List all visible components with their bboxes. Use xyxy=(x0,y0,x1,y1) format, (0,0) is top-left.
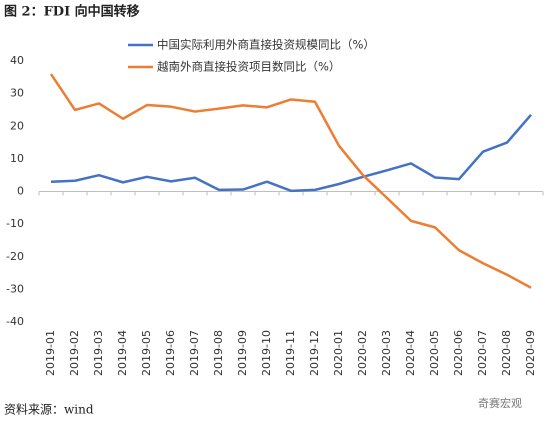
legend-label: 越南外商直接投资项目数同比（%） xyxy=(157,60,340,74)
x-tick-label: 2019-03 xyxy=(92,330,105,376)
y-tick-label: 0 xyxy=(17,185,24,198)
x-tick-label: 2019-10 xyxy=(260,330,273,376)
x-tick-label: 2019-11 xyxy=(284,330,297,376)
chart-title: 图 2：FDI 向中国转移 xyxy=(4,4,140,20)
y-tick-label: 20 xyxy=(10,119,24,132)
x-tick-label: 2020-05 xyxy=(428,330,441,376)
y-tick-label: 30 xyxy=(10,87,24,100)
x-tick-label: 2019-04 xyxy=(116,330,129,376)
y-tick-label: -30 xyxy=(6,282,24,295)
y-tick-label: 10 xyxy=(10,152,24,165)
x-tick-label: 2020-03 xyxy=(380,330,393,376)
x-tick-label: 2019-02 xyxy=(68,330,81,376)
x-tick-label: 2019-07 xyxy=(188,330,201,376)
y-tick-label: 40 xyxy=(10,54,24,67)
y-tick-label: -20 xyxy=(6,250,24,263)
y-tick-label: -40 xyxy=(6,315,24,328)
series-line xyxy=(49,73,532,289)
x-tick-label: 2020-02 xyxy=(356,330,369,376)
x-tick-label: 2020-09 xyxy=(524,330,537,376)
x-tick-label: 2020-06 xyxy=(452,330,465,376)
x-tick-label: 2019-06 xyxy=(164,330,177,376)
x-tick-label: 2019-12 xyxy=(308,330,321,376)
x-tick-label: 2019-05 xyxy=(140,330,153,376)
x-tick-label: 2020-08 xyxy=(500,330,513,376)
source: 资料来源：wind xyxy=(4,403,94,417)
x-tick-label: 2020-07 xyxy=(476,330,489,376)
watermark: 奇赛宏观 xyxy=(478,396,522,410)
x-tick-label: 2020-01 xyxy=(332,330,345,376)
legend-label: 中国实际利用外商直接投资规模同比（%） xyxy=(157,38,375,52)
y-tick-label: -10 xyxy=(6,217,24,230)
series-line xyxy=(50,114,532,193)
x-tick-label: 2019-08 xyxy=(212,330,225,376)
x-tick-label: 2019-09 xyxy=(236,330,249,376)
x-tick-label: 2019-01 xyxy=(44,330,57,376)
x-tick-label: 2020-04 xyxy=(404,330,417,376)
